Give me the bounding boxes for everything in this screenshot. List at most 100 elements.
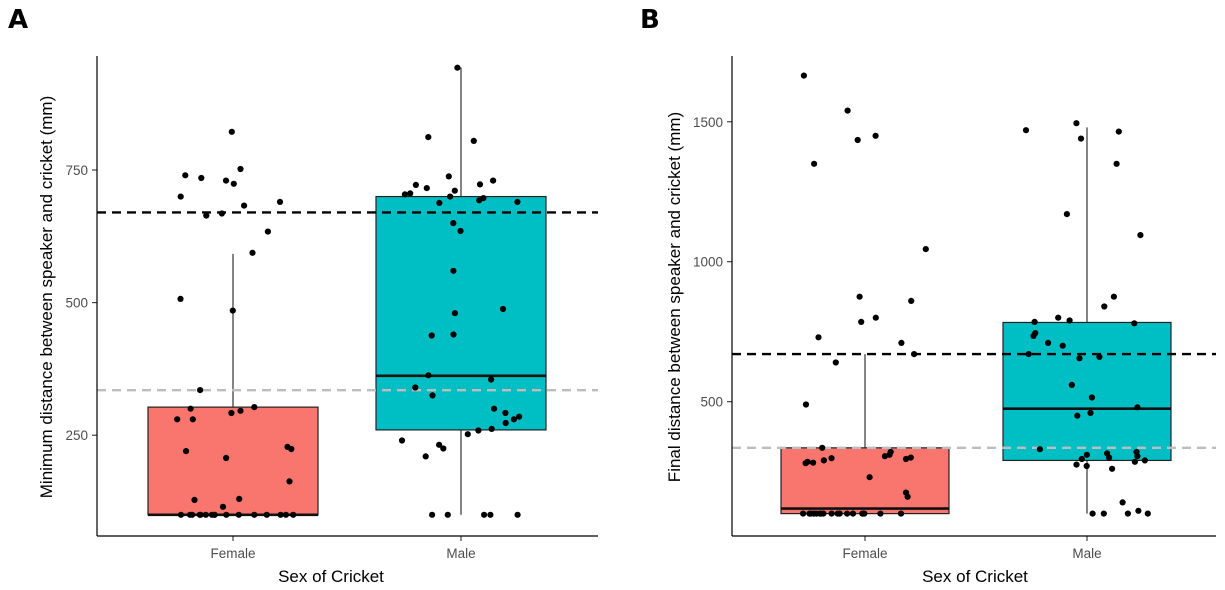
panel-b-point-female (872, 314, 879, 321)
panel-b-point-male (1077, 135, 1085, 142)
panel-a-y-tick-label: 250 (65, 428, 88, 443)
panel-a-box-female (147, 406, 319, 516)
panel-a-point-female (249, 249, 256, 256)
panel-a-point-male (440, 445, 447, 452)
panel-a-point-female (237, 407, 244, 414)
panel-a-point-male (423, 185, 430, 192)
panel-b-point-male (1036, 446, 1043, 453)
panel-a-point-male (425, 372, 432, 379)
panel-a-point-female (177, 295, 184, 302)
panel-b-point-male (1144, 510, 1151, 517)
panel-a-point-male (502, 409, 509, 417)
panel-b-point-male (1087, 409, 1094, 416)
panel-a-point-female (198, 174, 205, 182)
panel-a-point-female (222, 177, 230, 184)
panel-b-point-female (911, 351, 918, 358)
panel-a-point-male (491, 405, 498, 412)
panel-b-point-male (1089, 510, 1096, 517)
panel-a-point-female (228, 409, 235, 417)
panel-b-point-female (836, 510, 843, 517)
panel-a-y-tick-label: 750 (65, 163, 88, 178)
panel-b-point-female (815, 334, 822, 341)
panel-a-point-female (282, 511, 289, 518)
panel-b-point-female (922, 246, 929, 253)
panel-b-point-female (904, 493, 911, 500)
panel-b-point-male (1063, 211, 1070, 218)
panel-a-point-female (263, 511, 270, 518)
panel-a-point-female (197, 511, 204, 518)
panel-a-point-female (290, 511, 297, 518)
panel-a-marks: 250 500 750 Female Male (65, 64, 598, 561)
panel-a-point-male (445, 173, 452, 180)
panel-b-point-female (844, 107, 851, 114)
panel-a-point-female (286, 478, 293, 485)
panel-a-point-male (510, 416, 517, 423)
panel-b-point-male (1134, 404, 1141, 411)
panel-b-point-male (1101, 303, 1108, 310)
panel-a-point-male (422, 453, 429, 460)
panel-a-point-male (476, 181, 484, 188)
panel-a-point-female (197, 387, 204, 394)
panel-a-point-female (189, 416, 196, 423)
panel-b-point-male (1059, 342, 1066, 349)
panel-a-point-female (218, 210, 225, 217)
panel-a-point-female (230, 180, 237, 187)
panel-a-point-female (202, 511, 209, 518)
panel-b-point-female (802, 401, 810, 408)
panel-a-point-female (251, 404, 258, 411)
panel-a-point-male (451, 310, 458, 317)
panel-a-point-female (177, 511, 184, 518)
panel-b-point-female (897, 510, 905, 517)
panel-b-point-female (832, 359, 839, 366)
panel-a-point-male (454, 64, 461, 71)
panel-a-point-female (223, 454, 230, 462)
panel-b-point-male (1131, 320, 1138, 327)
panel-a-point-male (428, 332, 435, 339)
panel-b-point-male (1045, 339, 1052, 346)
panel-a-point-female (251, 511, 258, 518)
panel-a-point-female (182, 172, 189, 179)
panel-a-point-male (481, 511, 488, 518)
panel-b-point-male (1078, 455, 1085, 463)
panel-b-point-female (908, 297, 915, 304)
panel-b-point-male (1106, 454, 1113, 461)
panel-b-point-female (813, 510, 820, 517)
panel-b-point-female (872, 132, 879, 139)
panel-b-point-female (881, 453, 889, 460)
panel-a-point-male (451, 187, 458, 194)
panel-a-point-male (425, 134, 432, 141)
panel-a-point-female (235, 511, 242, 518)
panel-b-point-male (1074, 412, 1081, 419)
panel-a-point-male (457, 227, 464, 235)
panel-b-y-tick-label: 1500 (693, 115, 723, 130)
panel-b: B 500 1000 1500 Female Male Sex of Cricket F… (640, 5, 1216, 586)
panel-a-point-male (488, 376, 495, 383)
panel-b-point-female (859, 510, 866, 517)
panel-b-y-tick-label: 1000 (693, 255, 723, 270)
panel-a-point-male (487, 511, 494, 518)
panel-a-point-female (203, 212, 210, 219)
panel-b-x-tick-label: Female (842, 546, 887, 561)
panel-b-point-female (877, 510, 884, 517)
panel-b-point-male (1134, 453, 1141, 460)
panel-a-point-female (177, 193, 184, 200)
panel-b-point-male (1088, 394, 1095, 401)
panel-a-point-female (211, 511, 218, 518)
panel-a-point-female (219, 503, 227, 510)
panel-a-point-male (490, 177, 497, 184)
panel-b-point-male (1119, 499, 1126, 506)
panel-b-x-tick-label: Male (1072, 546, 1101, 561)
panel-a-point-male (450, 220, 457, 227)
panel-a-point-male (470, 137, 477, 144)
panel-a-point-female (187, 405, 194, 412)
panel-b-point-female (800, 72, 808, 79)
panel-a-x-tick-label: Female (210, 546, 255, 561)
panel-b-point-male (1073, 461, 1080, 468)
panel-a-point-male (514, 511, 521, 518)
panel-b-point-male (1030, 332, 1037, 339)
panel-a-point-female (288, 445, 295, 453)
panel-b-point-male (1022, 127, 1030, 134)
panel-b-point-male (1141, 457, 1148, 464)
panel-b-point-female (820, 510, 827, 517)
